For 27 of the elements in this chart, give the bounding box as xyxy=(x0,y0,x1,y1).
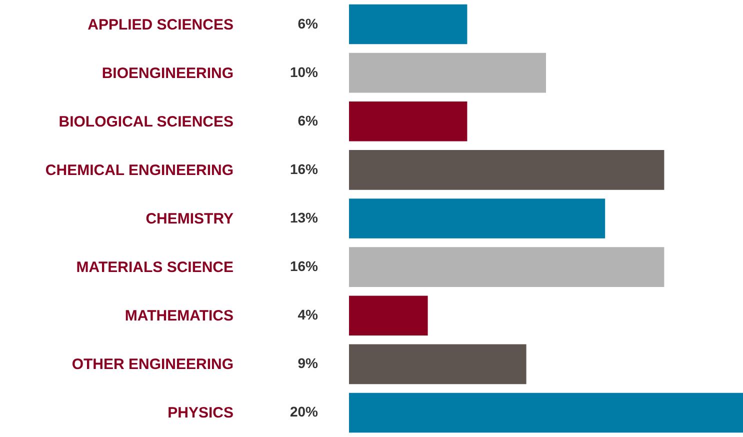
data-label: 4% xyxy=(298,306,319,323)
data-label: 13% xyxy=(290,210,319,226)
y-tick-label: BIOLOGICAL SCIENCES xyxy=(58,113,234,130)
bar xyxy=(349,392,743,433)
data-label: 6% xyxy=(298,112,319,128)
bar xyxy=(349,344,526,384)
data-label: 10% xyxy=(290,64,319,80)
data-label: 16% xyxy=(290,258,319,274)
data-label: 6% xyxy=(298,15,319,32)
bar xyxy=(349,296,428,336)
data-label: 20% xyxy=(290,404,319,420)
y-tick-label: MATERIALS SCIENCE xyxy=(76,259,234,276)
y-tick-label: BIOENGINEERING xyxy=(102,64,234,82)
y-tick-label: CHEMICAL ENGINEERING xyxy=(45,162,234,179)
data-label: 9% xyxy=(298,355,319,372)
bar xyxy=(349,101,468,142)
bar xyxy=(349,198,606,238)
bar xyxy=(349,247,664,287)
y-tick-label: OTHER ENGINEERING xyxy=(72,356,234,374)
bar xyxy=(349,150,664,190)
y-tick-label: APPLIED SCIENCES xyxy=(88,16,234,34)
y-tick-label: MATHEMATICS xyxy=(124,308,234,325)
data-label: 16% xyxy=(290,160,319,177)
bar xyxy=(349,4,468,44)
bar xyxy=(349,52,546,93)
y-tick-label: PHYSICS xyxy=(168,404,234,422)
y-tick-label: CHEMISTRY xyxy=(146,210,234,228)
